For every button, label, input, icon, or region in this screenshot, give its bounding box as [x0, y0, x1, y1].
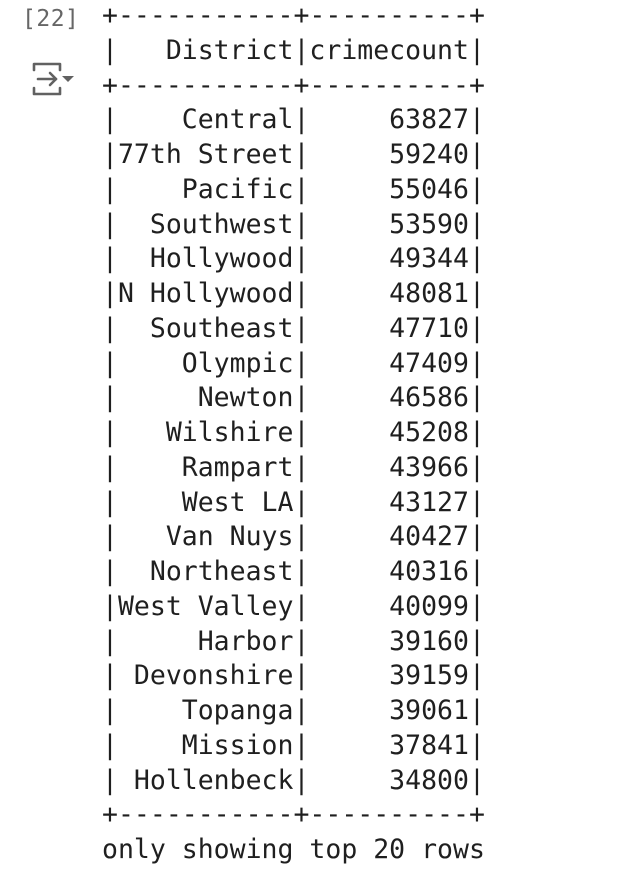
table-header-row: | District|crimecount| — [102, 34, 485, 66]
dataframe-output: +-----------+----------+ | District|crime… — [102, 0, 485, 868]
table-row: | Rampart| 43966| — [102, 451, 485, 483]
table-row: | Topanga| 39061| — [102, 695, 485, 726]
output-collapse-icon-svg — [32, 62, 74, 96]
table-row: | West LA| 43127| — [102, 486, 485, 518]
table-row: | Wilshire| 45208| — [102, 417, 485, 448]
table-row: | Central| 63827| — [102, 104, 485, 136]
table-row: | Northeast| 40316| — [102, 556, 485, 587]
table-row: | Pacific| 55046| — [102, 173, 485, 205]
table-row: | Southwest| 53590| — [102, 208, 485, 240]
table-row: | Devonshire| 39159| — [102, 660, 485, 692]
table-border-mid: +-----------+----------+ — [102, 69, 485, 101]
table-row: | Southeast| 47710| — [102, 312, 485, 344]
output-collapse-icon[interactable] — [32, 60, 76, 100]
table-row: | Van Nuys| 40427| — [102, 521, 485, 553]
table-row: |77th Street| 59240| — [102, 139, 485, 170]
table-row: | Hollywood| 49344| — [102, 243, 485, 275]
output-footer-note: only showing top 20 rows — [102, 834, 485, 865]
table-border-top: +-----------+----------+ — [102, 0, 485, 31]
table-row: | Newton| 46586| — [102, 382, 485, 414]
table-border-bottom: +-----------+----------+ — [102, 799, 485, 831]
table-row: | Mission| 37841| — [102, 729, 485, 761]
cell-gutter: [22] — [0, 0, 100, 882]
table-row: | Harbor| 39160| — [102, 625, 485, 657]
execution-count: [22] — [22, 6, 80, 32]
table-row: | Hollenbeck| 34800| — [102, 764, 485, 796]
table-row: |N Hollywood| 48081| — [102, 278, 485, 309]
table-row: | Olympic| 47409| — [102, 347, 485, 379]
table-row: |West Valley| 40099| — [102, 590, 485, 622]
